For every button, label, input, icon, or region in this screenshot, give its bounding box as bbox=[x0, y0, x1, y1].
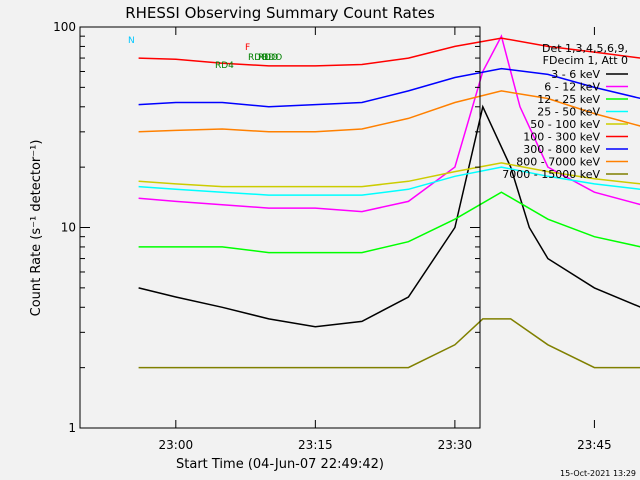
series-line-5 bbox=[138, 37, 640, 67]
flag-label-5: RD4 bbox=[215, 61, 234, 71]
x-tick-label-2: 23:30 bbox=[438, 438, 473, 452]
x-tick-label-0: 23:00 bbox=[159, 438, 194, 452]
series-line-7 bbox=[138, 90, 640, 133]
legend-header-1: FDecim 1, Att 0 bbox=[543, 54, 628, 67]
flag-label-0: N bbox=[128, 36, 135, 46]
series-line-8 bbox=[138, 318, 640, 369]
flag-label-1: F bbox=[245, 43, 250, 53]
legend-entry-2: 12 - 25 keV bbox=[537, 93, 600, 106]
legend-entry-0: 3 - 6 keV bbox=[551, 68, 600, 81]
legend-entry-7: 800 - 7000 keV bbox=[516, 156, 600, 169]
legend: Det 1,3,4,5,6,9,FDecim 1, Att 03 - 6 keV… bbox=[502, 42, 628, 181]
flag-label-4: RDO bbox=[262, 53, 282, 63]
legend-entry-1: 6 - 12 keV bbox=[544, 81, 600, 94]
y-tick-label-1: 10 bbox=[61, 221, 76, 235]
series-line-3 bbox=[138, 166, 640, 196]
legend-entry-4: 50 - 100 keV bbox=[530, 118, 600, 131]
legend-entry-6: 300 - 800 keV bbox=[523, 143, 600, 156]
chart-title: RHESSI Observing Summary Count Rates bbox=[125, 4, 435, 22]
flag-label-2: RDO bbox=[248, 53, 268, 63]
legend-entry-8: 7000 - 15000 keV bbox=[502, 168, 600, 181]
flag-label-3: RDO bbox=[258, 53, 278, 63]
series-line-1 bbox=[138, 34, 640, 213]
y-tick-label-2: 100 bbox=[53, 20, 76, 34]
series-line-6 bbox=[138, 67, 640, 108]
x-tick-label-3: 23:45 bbox=[577, 438, 612, 452]
series-line-0 bbox=[138, 104, 640, 328]
legend-entry-3: 25 - 50 keV bbox=[537, 106, 600, 119]
y-tick-label-0: 1 bbox=[68, 421, 76, 435]
x-axis-label: Start Time (04-Jun-07 22:49:42) bbox=[176, 457, 384, 472]
x-tick-label-1: 23:15 bbox=[298, 438, 333, 452]
y-axis-label: Count Rate (s⁻¹ detector⁻¹) bbox=[29, 140, 44, 317]
legend-entry-5: 100 - 300 keV bbox=[523, 131, 600, 144]
series-line-2 bbox=[138, 191, 640, 254]
legend-header-0: Det 1,3,4,5,6,9, bbox=[542, 42, 628, 55]
footer-date: 15-Oct-2021 13:29 bbox=[560, 469, 636, 478]
